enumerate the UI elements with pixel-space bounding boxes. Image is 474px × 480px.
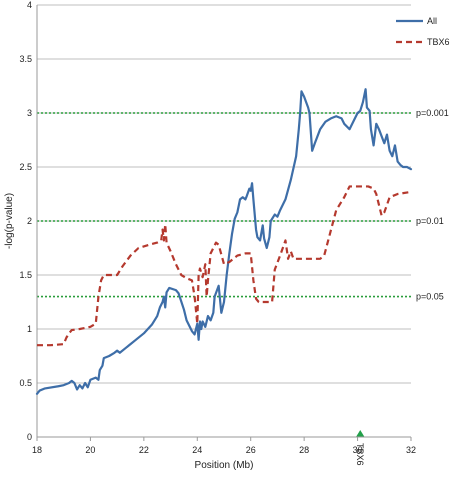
- x-tick-label: 22: [139, 445, 149, 455]
- y-tick-label: 3.5: [19, 54, 32, 64]
- x-tick-label: 26: [246, 445, 256, 455]
- y-tick-label: 4: [27, 0, 32, 10]
- y-tick-label: 2: [27, 216, 32, 226]
- y-tick-label: 2.5: [19, 162, 32, 172]
- threshold-label-1: p=0.01: [416, 216, 444, 226]
- series-line-all: [35, 88, 413, 395]
- grid-lines: [37, 4, 411, 384]
- y-tick-label: 0: [27, 432, 32, 442]
- y-tick-label: 1: [27, 324, 32, 334]
- series-lines: [35, 88, 413, 395]
- x-tick-label: 20: [85, 445, 95, 455]
- y-tick-label: 1.5: [19, 270, 32, 280]
- y-tick-label: 0.5: [19, 378, 32, 388]
- threshold-labels: p=0.001 p=0.01 p=0.05: [416, 108, 449, 302]
- threshold-label-0: p=0.001: [416, 108, 449, 118]
- y-axis-title: -log(p-value): [4, 193, 15, 249]
- gene-marker-label: TBX6: [355, 443, 365, 466]
- x-tick-label: 28: [299, 445, 309, 455]
- x-tick-label: 24: [192, 445, 202, 455]
- y-tick-labels: 0 0.5 1 1.5 2 2.5 3 3.5 4: [19, 0, 32, 442]
- legend-label-all: All: [427, 16, 437, 26]
- x-tick-labels: 18 20 22 24 26 28 30 32: [32, 437, 416, 455]
- x-axis-title: Position (Mb): [195, 460, 254, 471]
- x-tick-label: 18: [32, 445, 42, 455]
- legend: All TBX6: [396, 16, 450, 47]
- axes: [36, 5, 411, 438]
- gene-marker-triangle: [356, 430, 365, 437]
- y-tick-label: 3: [27, 108, 32, 118]
- threshold-lines: [37, 112, 411, 298]
- gene-marker: TBX6: [355, 430, 365, 466]
- x-tick-label: 30: [353, 445, 363, 455]
- legend-label-tbx6: TBX6: [427, 37, 450, 47]
- series-line-tbx6: [37, 185, 412, 347]
- threshold-label-2: p=0.05: [416, 292, 444, 302]
- x-tick-label: 32: [406, 445, 416, 455]
